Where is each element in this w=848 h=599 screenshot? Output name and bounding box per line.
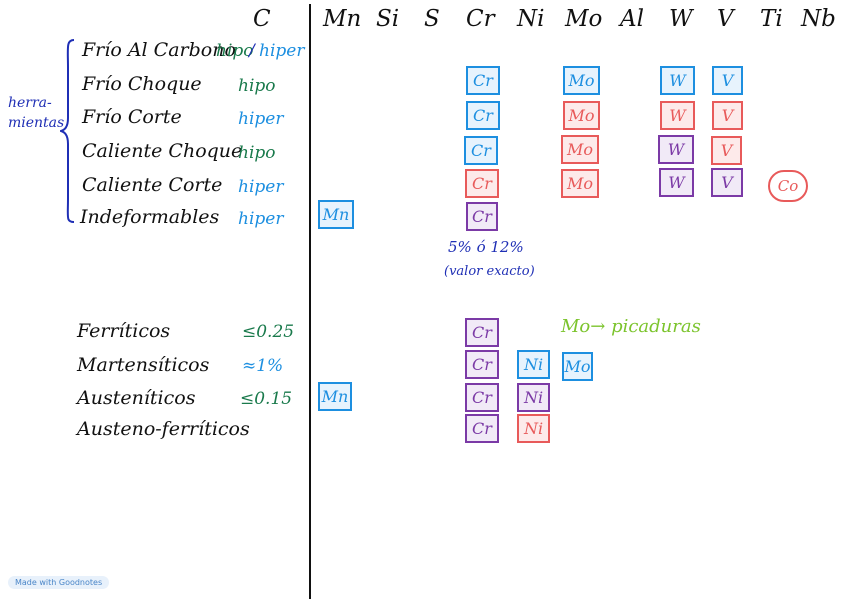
column-header-w: W	[669, 6, 693, 32]
carbon-caliente-choque: hipo	[238, 143, 276, 163]
chip-ni-martensiticos: Ni	[517, 350, 550, 379]
column-header-v: V	[717, 6, 734, 32]
chip-mn-austeniticos: Mn	[318, 382, 352, 411]
column-header-mn: Mn	[323, 6, 362, 32]
chip-cr-martensiticos: Cr	[465, 350, 499, 379]
row-label-martensiticos: Martensíticos	[77, 354, 210, 376]
column-header-si: Si	[376, 6, 400, 32]
column-header-mo: Mo	[565, 6, 603, 32]
chip-cr-caliente-corte: Cr	[465, 169, 499, 198]
divider-line	[309, 4, 311, 599]
cr-note-line1: 5% ó 12%	[448, 238, 524, 256]
carbon-martensiticos: ≈1%	[242, 356, 284, 376]
chip-v-frio-corte: V	[712, 101, 743, 130]
row-label-caliente-corte: Caliente Corte	[82, 174, 223, 196]
row-label-austeniticos: Austeníticos	[77, 387, 196, 409]
chip-cr-ferriticos: Cr	[465, 318, 499, 347]
row-label-austeno-ferriticos: Austeno-ferríticos	[77, 418, 250, 440]
chip-co-caliente-corte: Co	[768, 170, 808, 202]
chip-mn-indeformables: Mn	[318, 200, 354, 229]
chip-w-caliente-choque: W	[658, 135, 694, 164]
chip-mo-caliente-choque: Mo	[561, 135, 599, 164]
chip-mo-martensiticos: Mo	[562, 352, 593, 381]
goodnotes-badge: Made with Goodnotes	[8, 576, 110, 589]
carbon-indeformables: hiper	[238, 209, 284, 229]
chip-w-frio-corte: W	[660, 101, 695, 130]
column-header-ni: Ni	[517, 6, 545, 32]
chip-v-caliente-choque: V	[711, 136, 742, 165]
row-label-ferriticos: Ferríticos	[77, 320, 171, 342]
group-label-line1: herra-	[8, 95, 52, 111]
chip-cr-austeno-ferriticos: Cr	[465, 414, 499, 443]
chip-mo-frio-choque: Mo	[563, 66, 600, 95]
carbon-frio-carbono-part2: hiper	[259, 41, 305, 61]
column-header-c: C	[253, 6, 271, 32]
column-header-s: S	[424, 6, 440, 32]
row-label-frio-carbono: Frío Al Carbono	[82, 39, 236, 61]
carbon-ferriticos: ≤0.25	[242, 322, 295, 342]
carbon-frio-choque: hipo	[238, 76, 276, 96]
chip-cr-frio-choque: Cr	[466, 66, 500, 95]
chip-cr-austeniticos: Cr	[465, 383, 499, 412]
group-label-line2: mientas	[8, 115, 65, 131]
chip-v-caliente-corte: V	[711, 168, 743, 197]
column-header-nb: Nb	[801, 6, 836, 32]
column-header-cr: Cr	[466, 6, 495, 32]
chip-v-frio-choque: V	[712, 66, 743, 95]
row-label-caliente-choque: Caliente Choque	[82, 140, 243, 162]
cr-note-line2: (valor exacto)	[444, 264, 535, 279]
chip-cr-indeformables: Cr	[466, 202, 498, 231]
carbon-caliente-corte: hiper	[238, 177, 284, 197]
row-label-indeformables: Indeformables	[80, 206, 220, 228]
row-label-frio-choque: Frío Choque	[82, 73, 202, 95]
carbon-frio-carbono-part1: hipo	[216, 41, 254, 61]
chip-ni-austeno-ferriticos: Ni	[517, 414, 550, 443]
chip-cr-frio-corte: Cr	[466, 101, 500, 130]
chip-w-frio-choque: W	[660, 66, 695, 95]
carbon-austeniticos: ≤0.15	[240, 389, 293, 409]
carbon-frio-corte: hiper	[238, 109, 284, 129]
chip-ni-austeniticos: Ni	[517, 383, 550, 412]
row-label-frio-corte: Frío Corte	[82, 106, 182, 128]
mo-note: Mo→ picaduras	[561, 316, 701, 337]
carbon-frio-carbono-sep: /	[249, 41, 255, 61]
chip-mo-frio-corte: Mo	[563, 101, 600, 130]
chip-mo-caliente-corte: Mo	[561, 169, 599, 198]
chip-cr-caliente-choque: Cr	[464, 136, 498, 165]
chip-w-caliente-corte: W	[659, 168, 694, 197]
curly-brace-icon	[60, 39, 75, 223]
column-header-ti: Ti	[760, 6, 783, 32]
column-header-al: Al	[620, 6, 644, 32]
